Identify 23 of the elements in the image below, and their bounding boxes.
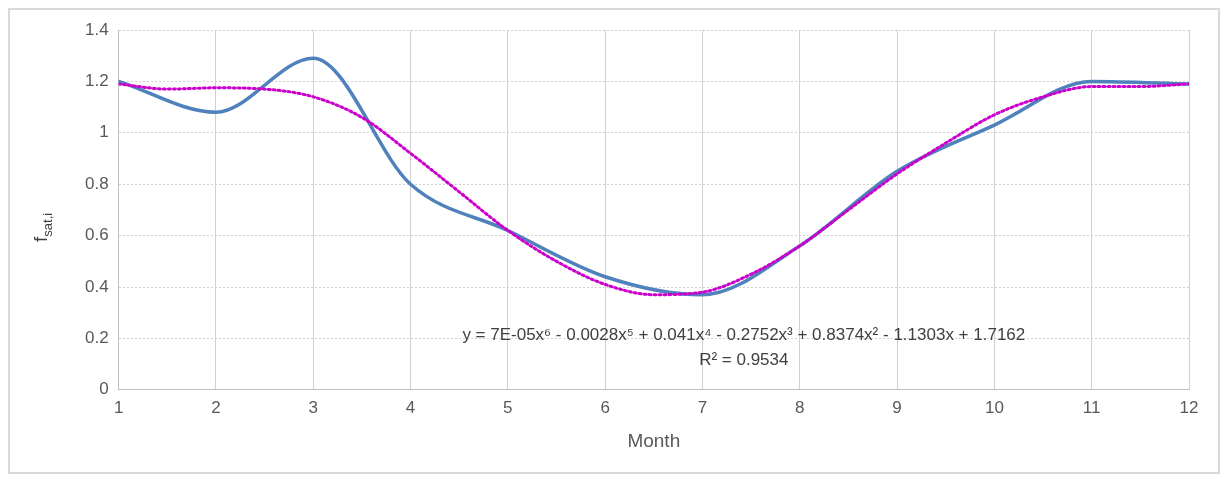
x-tick-label: 7 bbox=[697, 397, 708, 417]
x-tick-label: 8 bbox=[795, 397, 805, 417]
y-tick-label: 0.6 bbox=[84, 225, 109, 245]
x-tick-label: 2 bbox=[211, 397, 221, 417]
annotation: y = 7E-05x⁶ - 0.0028x⁵ + 0.041x⁴ - 0.2752x³ + 0.8374x² - 1.1303x + 1.7162 bbox=[462, 324, 1026, 344]
x-tick-label: 11 bbox=[1082, 397, 1101, 417]
x-tick-label: 3 bbox=[308, 397, 318, 417]
x-tick-label: 5 bbox=[503, 397, 513, 417]
x-tick-label: 9 bbox=[892, 397, 902, 417]
x-tick-label: 12 bbox=[1179, 397, 1199, 417]
y-tick-label: 1.2 bbox=[84, 71, 109, 91]
y-tick-label: 1 bbox=[99, 122, 109, 142]
y-tick-label: 0 bbox=[99, 379, 109, 399]
x-axis-title: Month bbox=[627, 429, 681, 451]
y-tick-label: 0.8 bbox=[84, 173, 109, 193]
x-tick-label: 1 bbox=[113, 397, 124, 417]
y-tick-label: 0.2 bbox=[84, 328, 109, 348]
y-tick-label: 1.4 bbox=[84, 19, 109, 39]
x-tick-label: 10 bbox=[984, 397, 1004, 417]
x-tick-label: 6 bbox=[600, 397, 610, 417]
x-tick-label: 4 bbox=[405, 397, 416, 417]
y-tick-label: 0.4 bbox=[84, 276, 109, 296]
annotation: R² = 0.9534 bbox=[699, 349, 789, 369]
